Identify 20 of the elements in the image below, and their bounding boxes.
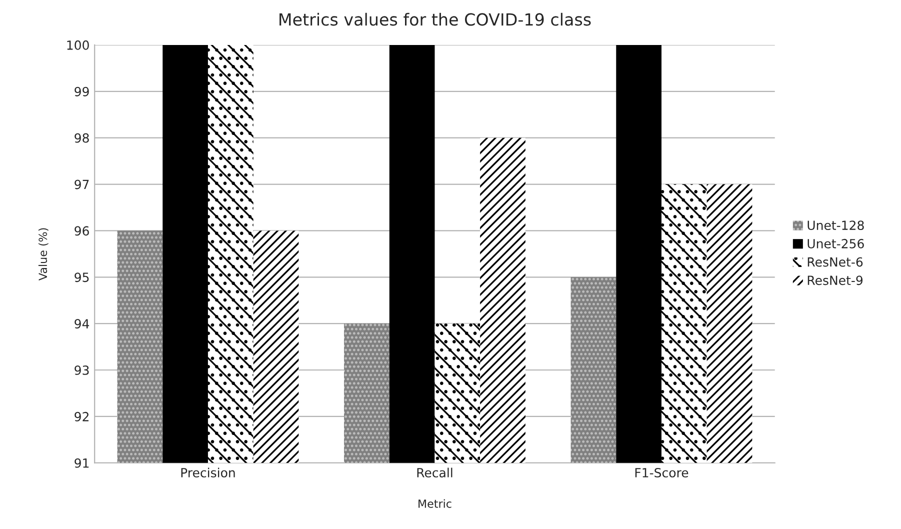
legend-label: ResNet-6: [808, 257, 863, 267]
y-tick-label: 91: [74, 458, 89, 468]
chart-title: Metrics values for the COVID-19 class: [280, 12, 591, 26]
y-axis-title: Value (%): [38, 228, 48, 280]
y-tick-label: 92: [74, 412, 88, 422]
x-tick-label: F1-Score: [635, 468, 688, 478]
x-axis-title: Metric: [418, 499, 452, 508]
y-tick-label: 97: [74, 180, 89, 190]
x-tick-label: Precision: [181, 468, 235, 478]
y-tick-label: 93: [74, 365, 89, 375]
y-tick-label: 96: [74, 226, 89, 236]
y-tick-label: 100: [67, 40, 89, 50]
legend-label: ResNet-9: [808, 276, 863, 286]
y-tick-label: 98: [74, 133, 89, 143]
y-tick-label: 99: [74, 86, 89, 96]
y-tick-label: 95: [74, 272, 89, 282]
x-tick-label: Recall: [417, 468, 452, 478]
legend-label: Unet-128: [808, 220, 864, 230]
y-tick-label: 94: [74, 319, 90, 328]
legend-label: Unet-256: [808, 238, 864, 248]
